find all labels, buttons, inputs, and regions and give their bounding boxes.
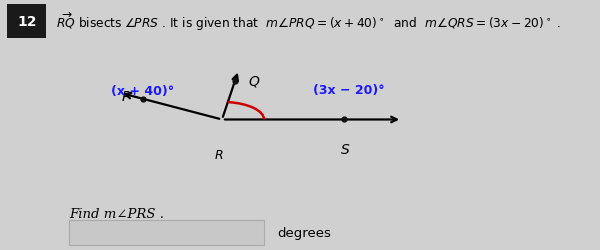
Bar (69, 220, 264, 245)
Text: (3x − 20)°: (3x − 20)° (313, 84, 384, 97)
Text: (x + 40)°: (x + 40)° (112, 84, 175, 97)
Text: 12: 12 (17, 15, 37, 29)
Text: S: S (341, 142, 350, 156)
Bar (7, 5, 46, 39)
Text: R: R (215, 149, 223, 162)
Text: $\overrightarrow{RQ}$ bisects $\angle\!PRS$ . It is given that  $m\angle PRQ=(x+: $\overrightarrow{RQ}$ bisects $\angle\!P… (56, 10, 561, 33)
Text: P: P (122, 90, 130, 104)
Text: Q: Q (248, 74, 259, 88)
Text: Find m∠PRS .: Find m∠PRS . (69, 207, 164, 220)
Text: degrees: degrees (277, 226, 331, 239)
